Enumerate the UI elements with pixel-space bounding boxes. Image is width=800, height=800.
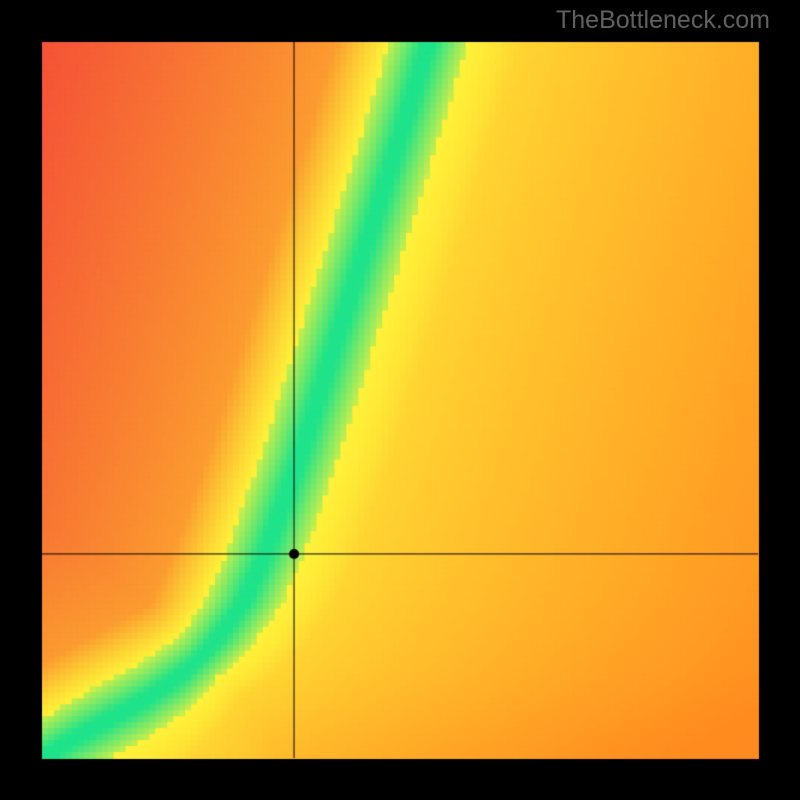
chart-container: TheBottleneck.com [0, 0, 800, 800]
attribution-text: TheBottleneck.com [556, 6, 770, 35]
bottleneck-heatmap [0, 0, 800, 800]
